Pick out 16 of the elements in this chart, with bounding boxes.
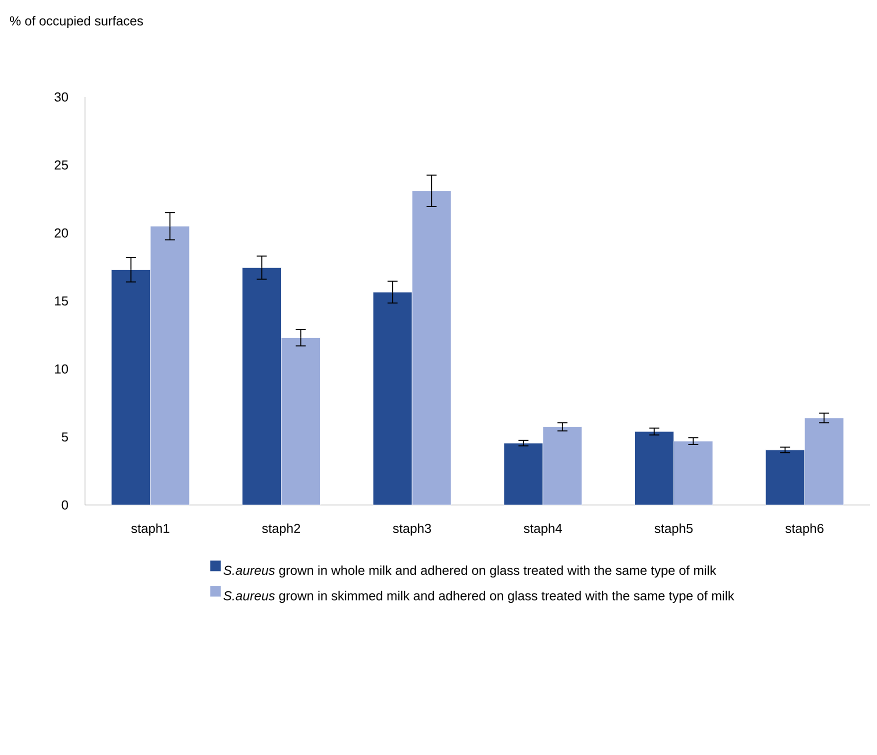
x-tick-label: staph3 [393, 523, 431, 536]
y-tick-label: 25 [54, 160, 68, 170]
x-tick-label: staph5 [654, 523, 693, 536]
x-tick-label: staph2 [262, 523, 300, 536]
x-tick-label: staph4 [524, 523, 562, 536]
y-tick-label: 15 [55, 296, 68, 306]
y-tick-label: 30 [54, 92, 68, 102]
x-tick-label: staph6 [786, 523, 824, 536]
legend-label: S.aureus grown in whole milk and adhered on glass treated with the same type of milk [224, 565, 716, 578]
legend-label: S.aureus grown in skimmed milk and adhered on glass treated with the same type of milk [224, 590, 734, 603]
y-tick-label: 10 [55, 364, 68, 374]
x-tick-label: staph1 [131, 523, 170, 536]
y-tick-label: 20 [54, 228, 68, 238]
y-tick-label: 5 [62, 432, 68, 442]
y-tick-label: 0 [62, 500, 68, 510]
y-axis-title: % of occupied surfaces [10, 16, 143, 28]
